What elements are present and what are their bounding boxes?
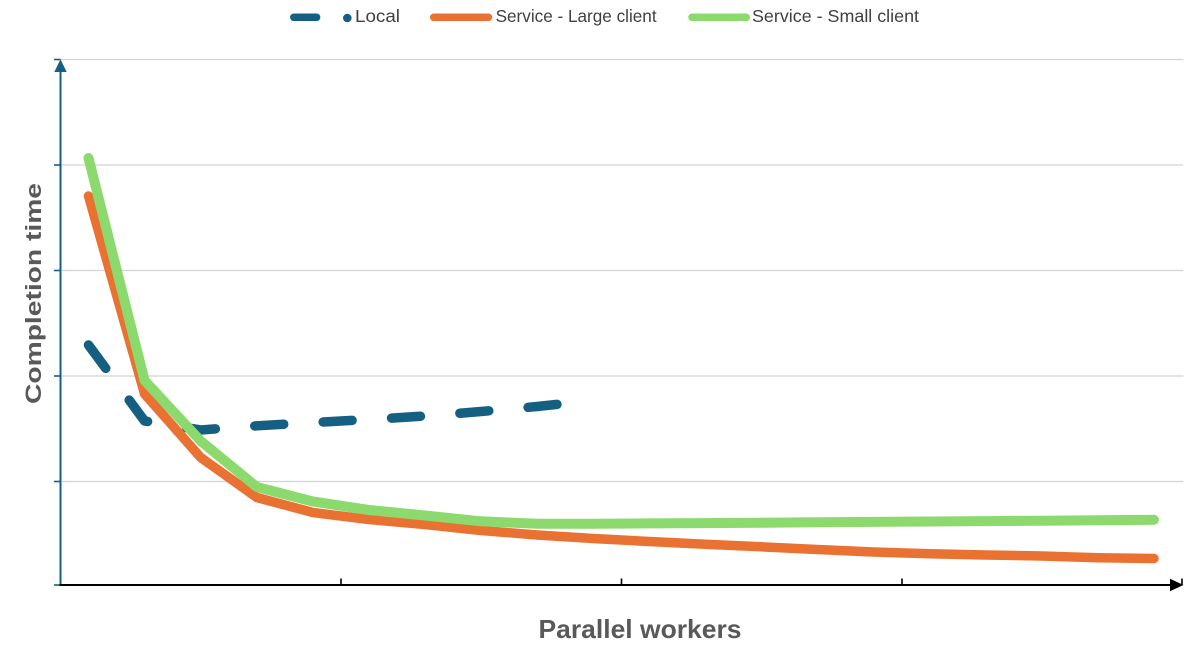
svg-text:Service - Small client: Service - Small client <box>752 6 919 26</box>
svg-text:Parallel workers: Parallel workers <box>539 614 742 644</box>
svg-text:Service - Large client: Service - Large client <box>496 6 657 26</box>
svg-text:Completion time: Completion time <box>21 183 46 404</box>
svg-text:Local: Local <box>355 6 400 26</box>
